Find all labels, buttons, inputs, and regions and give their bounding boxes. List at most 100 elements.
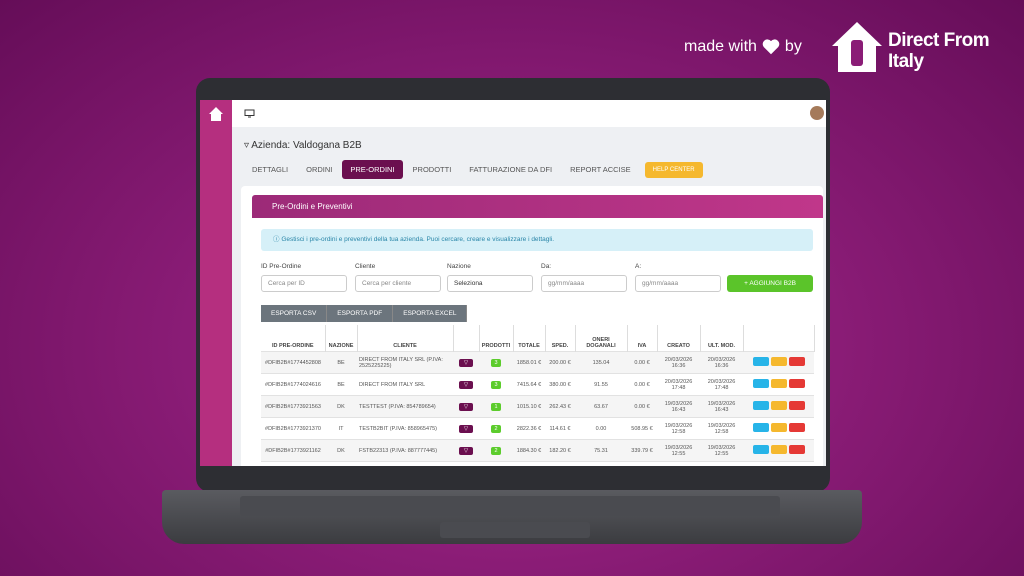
column-header: ONERI DOGANALI [575,325,628,352]
action-button[interactable] [752,379,769,388]
heart [762,39,780,55]
column-header: PRODOTTI [479,325,514,352]
cell: 19/03/2026 16:43 [657,395,700,418]
cell: 1015.10 € [513,395,545,418]
cell: #DFIB2B#1773921563 [261,395,325,418]
view-button[interactable]: ▽ [458,446,474,455]
action-button[interactable] [770,379,787,388]
action-button[interactable] [788,423,805,432]
action-button[interactable] [788,401,805,410]
cell: 508.95 € [627,417,657,440]
filter-input[interactable]: Seleziona [447,275,533,292]
cell: FSTB22313 (P.IVA: 887777445) [357,439,453,462]
tab[interactable]: REPORT ACCISE [570,165,631,174]
info-box: ⓘ Gestisci i pre-ordini e preventivi del… [261,229,813,251]
tab[interactable]: FATTURAZIONE DA DFI [469,165,553,174]
cell [743,351,814,374]
screen: ▿ Azienda: Valdogana B2B DETTAGLI ORDINI P… [200,100,826,466]
action-button[interactable] [752,423,769,432]
add-button[interactable]: + AGGIUNGI B2B [727,275,813,292]
cell: DK [325,439,357,462]
avatar[interactable] [810,106,824,120]
cell: ▽ [453,395,479,418]
tab[interactable]: DETTAGLI [252,165,289,174]
table: ID PRE-ORDINE NAZIONE CLIENTE PRODOTTI TOTAL… [261,325,815,466]
table-row: #DFIB2B#1773921370 IT TESTB2BIT (P.IVA: 85… [261,417,814,440]
export-button[interactable]: ESPORTA CSV [261,305,328,322]
column-header: NAZIONE [325,325,358,352]
cell: 479.13 [575,461,627,466]
action-button[interactable] [788,357,805,366]
action-button[interactable] [752,401,769,410]
tab[interactable]: PRE-ORDINI [342,160,403,179]
action-button[interactable] [788,445,805,454]
cell: TEST 123 [357,461,453,466]
cell: 19/03/2026 12:55 [700,439,743,462]
export-button[interactable]: ESPORTA PDF [327,305,394,322]
help-button[interactable]: HELP CENTER [644,161,703,178]
column-header: ID PRE-ORDINE [261,325,326,352]
export-button[interactable]: ESPORTA EXCEL [393,305,468,322]
cell: 7415.64 € [513,373,545,396]
action-button[interactable] [770,401,787,410]
cell: 20/03/2026 16:36 [657,351,700,374]
action-button[interactable] [770,423,787,432]
brand-text: Direct From Italy [888,30,990,72]
cell: 182.20 € [545,439,575,462]
brand: Direct From Italy [888,30,1018,72]
column-header: SPED. [545,325,576,352]
cell: 2 [479,417,513,440]
action-button[interactable] [788,379,805,388]
cell: 19/03/2026 16:43 [700,395,743,418]
sidebar [200,100,232,466]
cell: ▽ [453,439,479,462]
tab[interactable]: PRODOTTI [412,165,452,174]
tab[interactable]: ORDINI [306,165,333,174]
cell: 0.00 € [627,395,657,418]
cell: IT [325,417,357,440]
topbar [232,100,826,127]
cell: ▽ [453,461,479,466]
cell: 135.04 [575,351,627,374]
cell: ▽ [453,351,479,374]
view-button[interactable]: ▽ [458,402,474,411]
cell: #DFIB2B#1773921370 [261,417,325,440]
view-button[interactable]: ▽ [458,424,474,433]
cell: 1884.30 € [513,439,545,462]
cell: ▽ [453,417,479,440]
table-row: #DFIB2B#1773921563 DK TESTTEST (P.IVA: 854… [261,395,814,418]
cell: 20/03/2026 17:48 [657,373,700,396]
filter-input[interactable]: gg/mm/aaaa [635,275,721,292]
cell: 1 [479,395,513,418]
cell: 0.00 € [627,351,657,374]
filter: A: gg/mm/aaaa [635,263,721,292]
home-icon[interactable] [208,106,224,122]
filter-input[interactable]: gg/mm/aaaa [541,275,627,292]
cell: BE [325,373,357,396]
cell: 2 [479,439,513,462]
cell: TESTB2BIT (P.IVA: 858965475) [357,417,453,440]
view-button[interactable]: ▽ [458,358,474,367]
cell [743,439,814,462]
table-row: #DFIB2B#1773921162 DK FSTB22313 (P.IVA: 88… [261,439,814,462]
table-row: #DFIB2B#1773128240BETEST 123▽27938.12 €7… [261,461,814,466]
product-count: 2 [491,446,501,455]
cell: 10/03/2026 12:00 [657,461,700,466]
cell: 2822.36 € [513,417,545,440]
action-button[interactable] [770,357,787,366]
column-header [743,325,815,352]
header-row: ID PRE-ORDINE NAZIONE CLIENTE PRODOTTI TOTAL… [261,325,815,352]
action-button[interactable] [770,445,787,454]
filter: Cliente Cerca per cliente [355,263,441,292]
filter-input[interactable]: Cerca per cliente [355,275,441,292]
cell: DIRECT FROM ITALY SRL [357,373,453,396]
view-button[interactable]: ▽ [458,380,474,389]
info-text: Gestisci i pre-ordini e preventivi della… [281,236,555,243]
action-button[interactable] [752,357,769,366]
filter-input[interactable]: Cerca per ID [261,275,347,292]
column-header: CLIENTE [357,325,454,352]
card-header: Pre-Ordini e Preventivi [252,195,823,218]
action-button[interactable] [752,445,769,454]
cell: 63.67 [575,395,627,418]
column-header: IVA [627,325,658,352]
